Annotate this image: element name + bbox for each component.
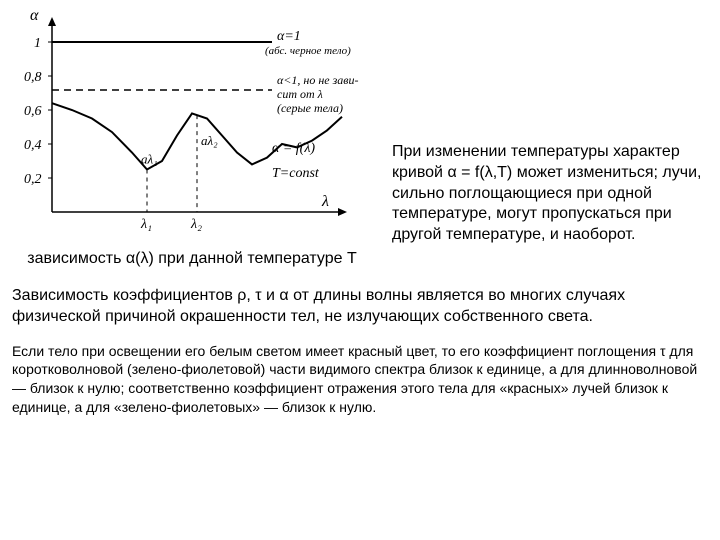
ytick-02: 0,2	[24, 172, 42, 187]
chart-caption: зависимость α(λ) при данной температуре …	[12, 250, 372, 268]
anno-alpha1: α=1	[277, 29, 301, 44]
ytick-04: 0,4	[24, 138, 42, 153]
right-paragraph: При изменении температуры характер криво…	[392, 12, 708, 246]
paragraph-2: Если тело при освещении его белым светом…	[12, 342, 708, 418]
chart-box: α 1 0,8 0,6 0,4 0,2 α=1 (абс. черное тел…	[12, 12, 372, 242]
ytick-06: 0,6	[24, 104, 42, 119]
anno-alpha-f: α = f(λ)	[272, 141, 315, 156]
ytick-1: 1	[34, 36, 41, 51]
ytick-08: 0,8	[24, 70, 42, 85]
anno-alpha-lt1: α<1, но не зави-	[277, 73, 359, 87]
anno-a-lambda2: aλ₂	[201, 133, 218, 148]
chart-svg: α 1 0,8 0,6 0,4 0,2 α=1 (абс. черное тел…	[12, 12, 372, 242]
anno-alpha1-sub: (абс. черное тело)	[265, 45, 351, 57]
top-section: α 1 0,8 0,6 0,4 0,2 α=1 (абс. черное тел…	[12, 12, 708, 268]
anno-t-const: T=const	[272, 166, 320, 181]
y-axis-label: α	[30, 12, 39, 24]
paragraph-1: Зависимость коэффициентов ρ, τ и α от дл…	[12, 286, 708, 328]
anno-alpha-lt1-sub2: (серые тела)	[277, 101, 343, 115]
x-axis-label: λ	[321, 193, 329, 210]
anno-lambda1: λ₁	[140, 217, 152, 232]
anno-a-lambda1: aλ₁	[141, 152, 158, 167]
anno-lambda2: λ₂	[190, 217, 202, 232]
chart-column: α 1 0,8 0,6 0,4 0,2 α=1 (абс. черное тел…	[12, 12, 372, 268]
anno-alpha-lt1-sub: сит от λ	[277, 87, 323, 101]
